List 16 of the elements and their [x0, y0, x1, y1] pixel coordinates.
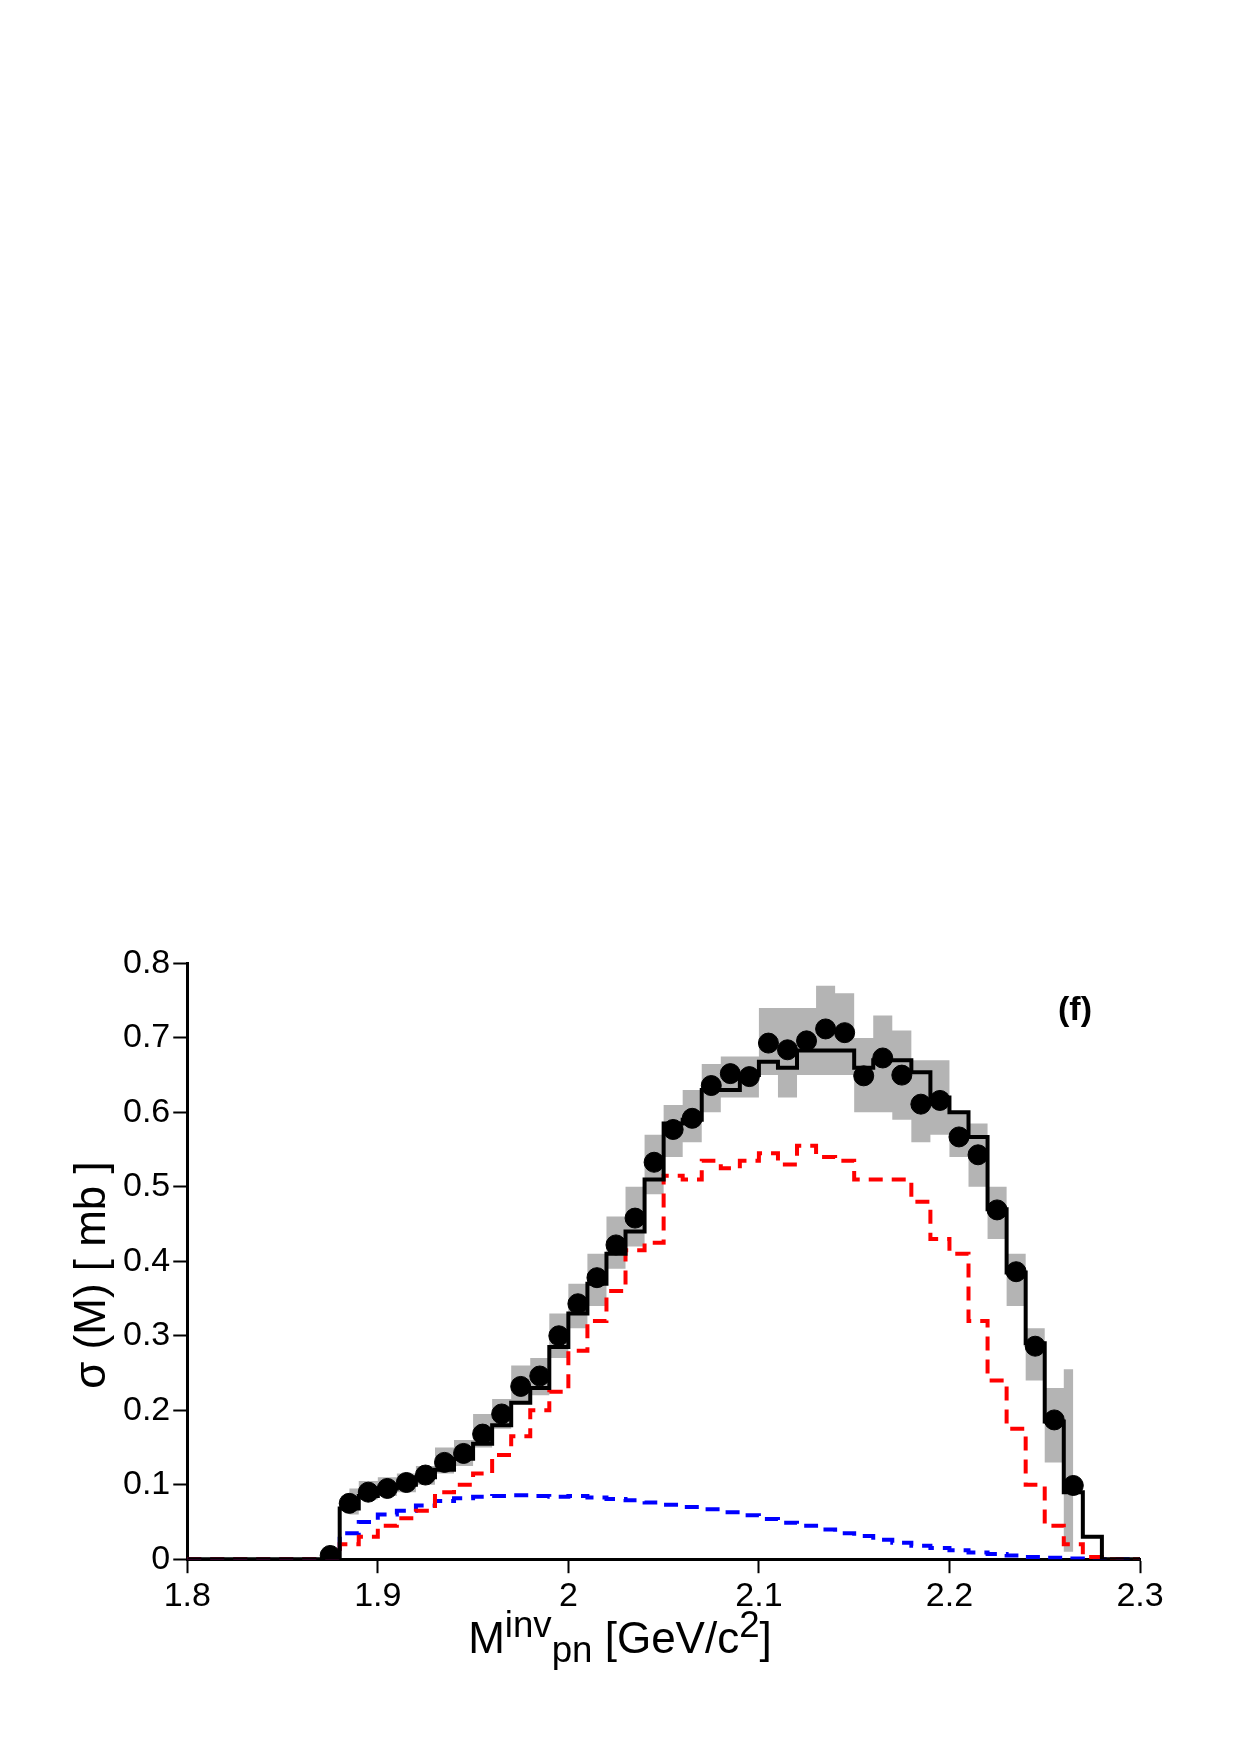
- y-tick-label: 0.4: [123, 1239, 171, 1278]
- x-tick-label: 1.9: [354, 1574, 402, 1613]
- x-tick-label: 2.2: [925, 1574, 974, 1613]
- y-tick-label: 0.1: [123, 1463, 171, 1502]
- x-tick-label: 2: [558, 1574, 578, 1613]
- y-tick-label: 0.5: [123, 1165, 171, 1204]
- y-tick-label: 0.7: [123, 1016, 171, 1055]
- y-tick-label: 0.3: [123, 1314, 171, 1353]
- y-tick-label: 0.2: [123, 1388, 171, 1427]
- y-axis-title: σ (M) [ mb ]: [65, 1160, 115, 1391]
- annotation: (f): [1058, 988, 1092, 1027]
- x-tick-label: 1.8: [163, 1574, 211, 1613]
- y-tick-label: 0.8: [123, 941, 171, 980]
- y-tick-label: 0: [151, 1537, 171, 1576]
- y-tick-label: 0.6: [123, 1090, 171, 1129]
- x-tick-label: 2.3: [1116, 1574, 1164, 1613]
